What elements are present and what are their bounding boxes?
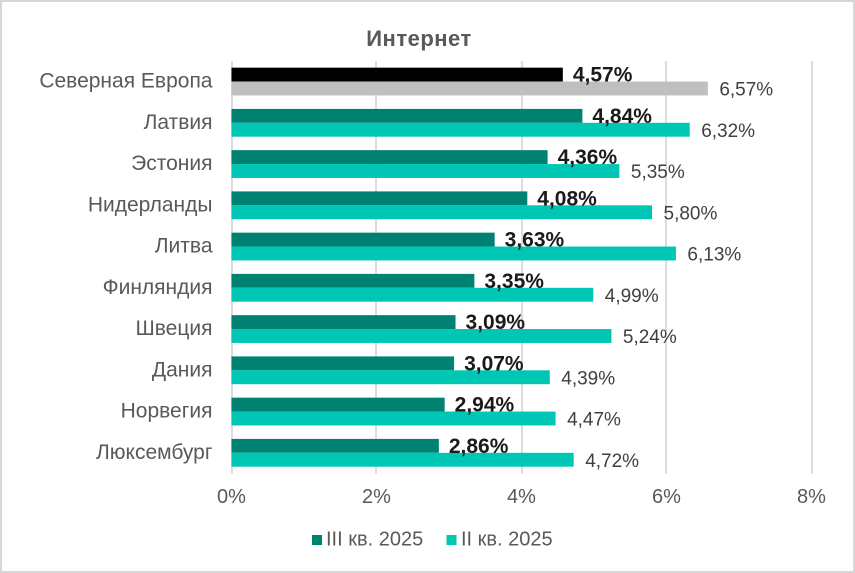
- svg-text:Северная Европа: Северная Европа: [39, 70, 212, 93]
- svg-text:0%: 0%: [217, 486, 246, 508]
- svg-text:Норвегия: Норвегия: [121, 400, 213, 423]
- svg-text:Люксембург: Люксембург: [96, 441, 213, 464]
- svg-text:5,35%: 5,35%: [631, 162, 685, 183]
- svg-text:Интернет: Интернет: [366, 26, 472, 51]
- svg-text:6,57%: 6,57%: [719, 80, 773, 101]
- svg-text:3,07%: 3,07%: [464, 352, 524, 375]
- svg-text:Финляндия: Финляндия: [103, 276, 213, 299]
- svg-text:4,47%: 4,47%: [567, 410, 621, 431]
- svg-text:III кв. 2025: III кв. 2025: [326, 529, 423, 551]
- svg-text:2,86%: 2,86%: [449, 435, 509, 458]
- svg-text:3,35%: 3,35%: [484, 270, 544, 293]
- svg-text:5,24%: 5,24%: [623, 327, 677, 348]
- svg-text:6%: 6%: [652, 486, 681, 508]
- svg-text:4,84%: 4,84%: [592, 105, 652, 128]
- svg-text:3,09%: 3,09%: [466, 311, 526, 334]
- svg-text:4,57%: 4,57%: [573, 64, 633, 87]
- svg-text:4,72%: 4,72%: [585, 451, 639, 472]
- svg-text:6,32%: 6,32%: [701, 121, 755, 142]
- svg-text:4,08%: 4,08%: [537, 187, 597, 210]
- svg-text:Дания: Дания: [152, 358, 213, 381]
- svg-text:2%: 2%: [362, 486, 391, 508]
- svg-text:5,80%: 5,80%: [664, 203, 718, 224]
- svg-text:4,99%: 4,99%: [605, 286, 659, 307]
- svg-text:2,94%: 2,94%: [455, 394, 515, 417]
- svg-text:Латвия: Латвия: [144, 111, 213, 134]
- svg-text:Литва: Литва: [155, 235, 213, 258]
- svg-text:6,13%: 6,13%: [687, 245, 741, 266]
- svg-text:II кв. 2025: II кв. 2025: [461, 529, 553, 551]
- svg-text:8%: 8%: [797, 486, 826, 508]
- svg-text:4,36%: 4,36%: [558, 146, 618, 169]
- svg-text:3,63%: 3,63%: [505, 229, 565, 252]
- svg-text:Нидерланды: Нидерланды: [88, 193, 213, 216]
- svg-text:Эстония: Эстония: [131, 152, 212, 175]
- svg-text:Швеция: Швеция: [136, 317, 213, 340]
- svg-text:4%: 4%: [507, 486, 536, 508]
- svg-text:4,39%: 4,39%: [561, 368, 615, 389]
